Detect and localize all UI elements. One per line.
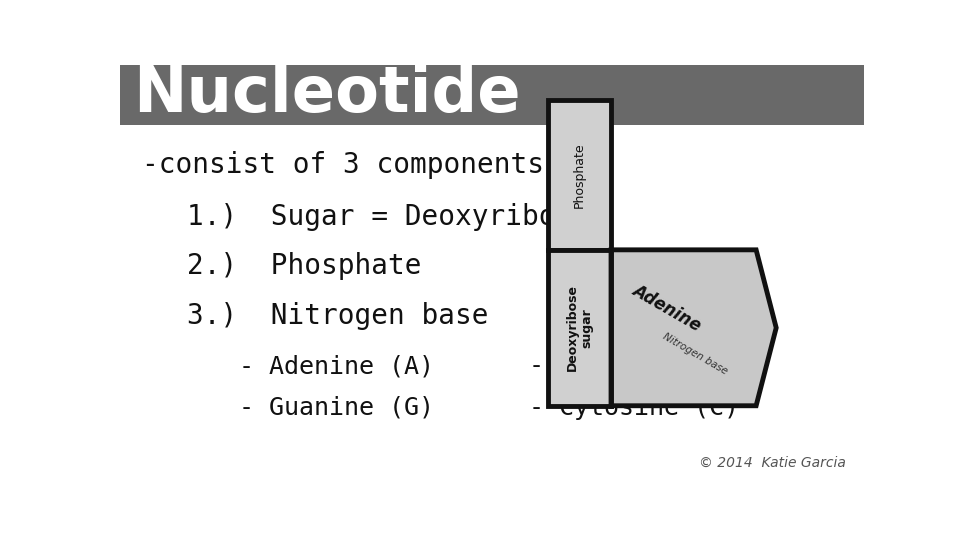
Text: - Thymine (T): - Thymine (T): [529, 354, 724, 378]
Text: - Adenine (A): - Adenine (A): [239, 354, 434, 378]
Text: 2.)  Phosphate: 2.) Phosphate: [187, 253, 421, 280]
Bar: [548, 100, 611, 250]
Text: 3.)  Nitrogen base: 3.) Nitrogen base: [187, 302, 489, 330]
Bar: [120, 65, 864, 125]
Text: © 2014  Katie Garcia: © 2014 Katie Garcia: [699, 456, 846, 470]
Text: Nitrogen base: Nitrogen base: [661, 332, 730, 377]
Text: - Cytosine (C): - Cytosine (C): [529, 396, 739, 420]
Polygon shape: [611, 250, 777, 406]
Bar: [548, 250, 611, 406]
Text: Nucleotide: Nucleotide: [133, 63, 521, 125]
Text: Deoxyribose
sugar: Deoxyribose sugar: [565, 284, 593, 372]
Text: Adenine: Adenine: [629, 281, 704, 334]
Text: 1.)  Sugar = Deoxyribose: 1.) Sugar = Deoxyribose: [187, 202, 589, 231]
Text: -consist of 3 components: -consist of 3 components: [142, 151, 544, 179]
Text: - Guanine (G): - Guanine (G): [239, 396, 434, 420]
Text: Phosphate: Phosphate: [573, 142, 586, 208]
